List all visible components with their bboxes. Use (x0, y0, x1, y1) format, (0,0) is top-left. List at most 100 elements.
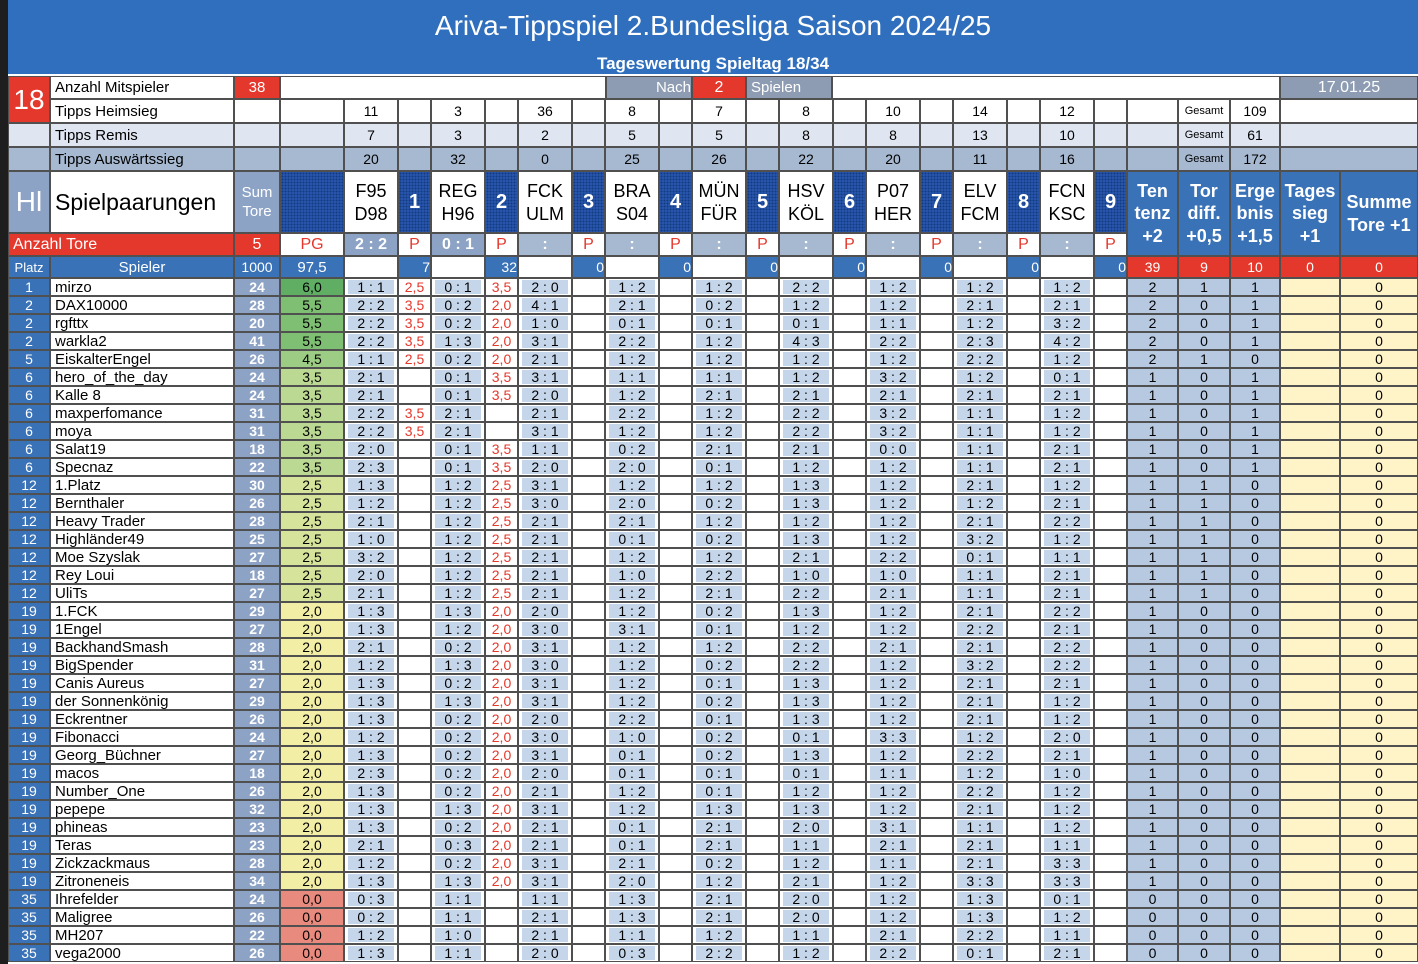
player-tip: 4 : 1 (518, 296, 572, 314)
player-tip: 1 : 2 (866, 782, 920, 800)
player-tip: 1 : 2 (866, 872, 920, 890)
player-tendenz: 1 (1127, 458, 1178, 476)
player-tip: 1 : 3 (344, 620, 398, 638)
tip-chip: 1 : 1 (435, 910, 481, 924)
player-tip: 0 : 1 (779, 764, 833, 782)
player-tip: 0 : 2 (431, 854, 485, 872)
tip-chip: 2 : 2 (1044, 514, 1090, 528)
tip-chip: 2 : 0 (783, 820, 829, 834)
tip-chip: 0 : 2 (348, 910, 394, 924)
tip-chip: 1 : 1 (1044, 550, 1090, 564)
player-points (398, 638, 431, 656)
player-tip: 2 : 0 (518, 710, 572, 728)
player-points (746, 674, 779, 692)
player-name: rgfttx (50, 314, 234, 332)
player-tip: 1 : 2 (866, 476, 920, 494)
player-points (398, 800, 431, 818)
match-result: : (692, 233, 746, 256)
tip-chip: 1 : 1 (957, 568, 1003, 582)
player-points (398, 494, 431, 512)
tip-chip: 1 : 2 (870, 298, 916, 312)
tip-chip: 1 : 3 (348, 676, 394, 690)
tipps-remis-count: 8 (866, 123, 920, 147)
player-points (659, 782, 692, 800)
player-tip: 1 : 2 (431, 512, 485, 530)
player-name: hero_of_the_day (50, 368, 234, 386)
player-points (572, 926, 605, 944)
player-tip: 1 : 2 (779, 458, 833, 476)
player-points (746, 404, 779, 422)
player-tip: 1 : 3 (431, 602, 485, 620)
player-sum-tore: 30 (234, 476, 280, 494)
player-tip: 1 : 2 (866, 350, 920, 368)
tip-chip: 0 : 1 (609, 838, 655, 852)
player-points (572, 602, 605, 620)
tip-chip: 1 : 3 (783, 748, 829, 762)
tip-chip: 1 : 3 (783, 604, 829, 618)
player-tip: 2 : 1 (1040, 296, 1094, 314)
player-rank: 12 (8, 476, 50, 494)
tip-chip: 0 : 1 (435, 442, 481, 456)
player-tip: 0 : 1 (1040, 890, 1094, 908)
player-tip: 0 : 1 (605, 818, 659, 836)
tip-chip: 2 : 1 (522, 532, 568, 546)
match-pair-8: ELV FCM (953, 171, 1007, 233)
tip-chip: 1 : 2 (435, 514, 481, 528)
player-points (485, 422, 518, 440)
tip-chip: 2 : 2 (870, 334, 916, 348)
player-points (1094, 836, 1127, 854)
player-points: 2,0 (485, 314, 518, 332)
tipps-auswaertssieg-count: 20 (866, 147, 920, 171)
player-points (833, 278, 866, 296)
player-points (1007, 656, 1040, 674)
player-tip: 1 : 2 (692, 278, 746, 296)
match-away-team: S04 (615, 203, 649, 224)
player-name: maxperfomance (50, 404, 234, 422)
player-tordiff: 0 (1178, 872, 1230, 890)
player-pg: 3,5 (280, 368, 344, 386)
player-points: 2,5 (485, 476, 518, 494)
player-rank: 2 (8, 332, 50, 350)
tip-chip: 1 : 3 (348, 784, 394, 798)
tip-chip: 2 : 1 (696, 892, 742, 906)
player-points (398, 602, 431, 620)
player-tip: 2 : 1 (518, 530, 572, 548)
player-points (920, 818, 953, 836)
player-points (1007, 350, 1040, 368)
player-tip: 0 : 2 (431, 314, 485, 332)
tip-chip: 2 : 1 (870, 928, 916, 942)
player-points (746, 782, 779, 800)
player-points (833, 890, 866, 908)
player-name: Moe Szyslak (50, 548, 234, 566)
player-points (920, 314, 953, 332)
tip-chip: 1 : 2 (783, 784, 829, 798)
player-points (920, 656, 953, 674)
player-points (572, 296, 605, 314)
player-tip: 2 : 1 (692, 386, 746, 404)
player-pg: 2,0 (280, 692, 344, 710)
tip-chip: 1 : 3 (783, 802, 829, 816)
tip-chip: 2 : 1 (522, 352, 568, 366)
player-summe-tore: 0 (1340, 818, 1418, 836)
player-points (1094, 728, 1127, 746)
player-tip: 3 : 2 (953, 656, 1007, 674)
column-total: 9 (1178, 256, 1230, 278)
player-tip: 1 : 3 (692, 800, 746, 818)
player-points (398, 872, 431, 890)
player-sum-tore: 31 (234, 404, 280, 422)
tip-chip: 1 : 3 (783, 532, 829, 546)
tip-chip: 0 : 1 (957, 946, 1003, 960)
tip-chip: 2 : 1 (696, 838, 742, 852)
player-rank: 19 (8, 800, 50, 818)
player-points: 2,5 (485, 584, 518, 602)
player-points: 2,0 (485, 728, 518, 746)
match-points-total: 0 (572, 256, 605, 278)
player-tordiff: 0 (1178, 710, 1230, 728)
player-tip: 0 : 3 (605, 944, 659, 962)
tip-chip: 2 : 0 (522, 604, 568, 618)
player-points (833, 512, 866, 530)
player-points (746, 692, 779, 710)
gesamt-label: Gesamt (1178, 99, 1230, 123)
player-tip: 2 : 1 (953, 296, 1007, 314)
player-tip: 2 : 2 (605, 710, 659, 728)
